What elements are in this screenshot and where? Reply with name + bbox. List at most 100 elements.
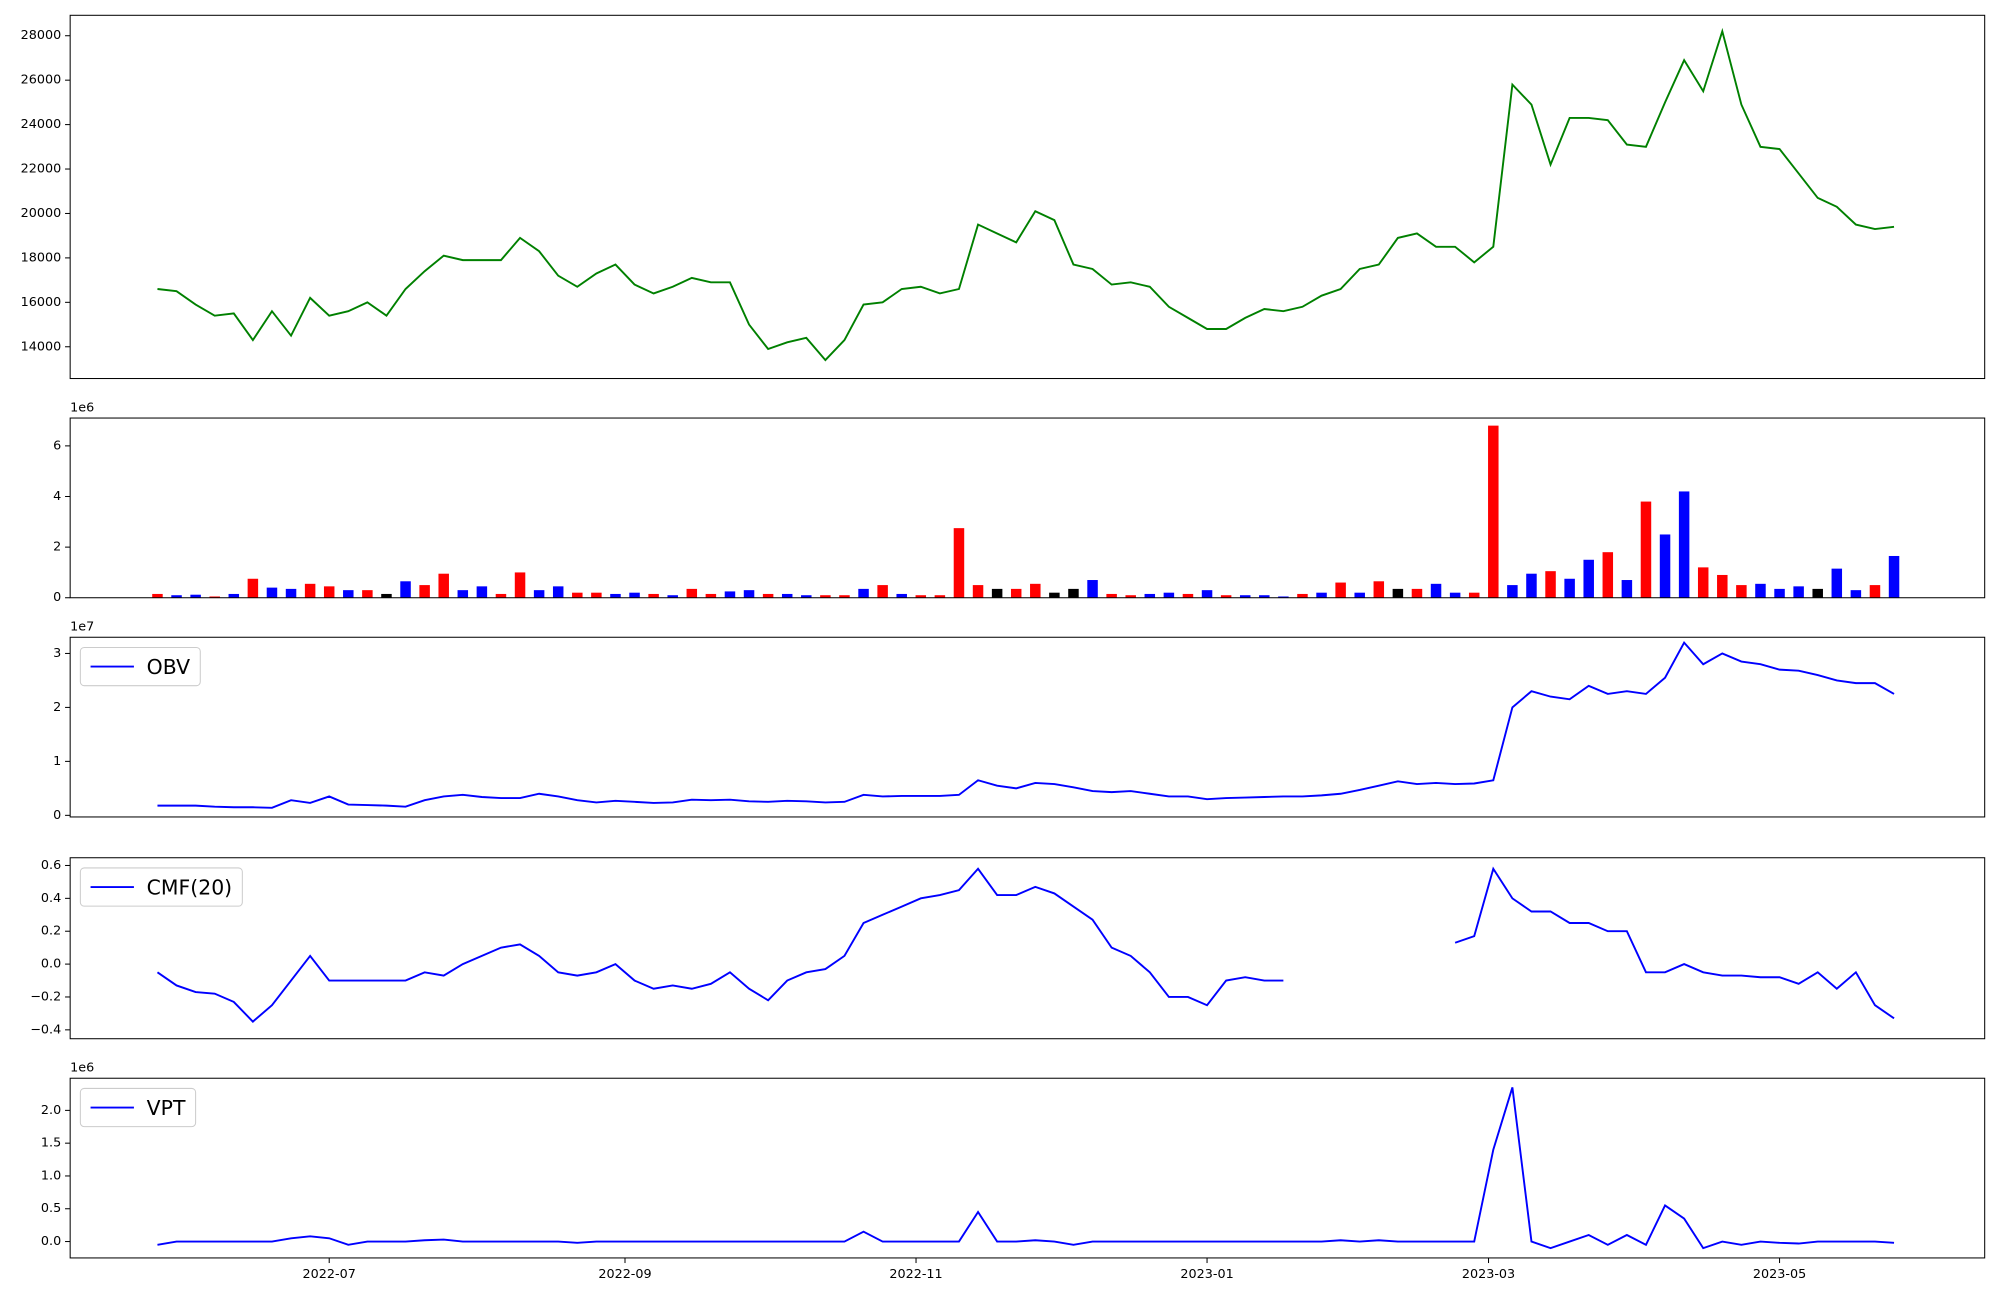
y-tick-label: 24000 bbox=[21, 117, 62, 132]
bar bbox=[1621, 580, 1633, 598]
legend-box bbox=[79, 646, 201, 687]
bar bbox=[1869, 585, 1881, 598]
bar bbox=[686, 588, 698, 598]
y-tick-label: 14000 bbox=[21, 339, 62, 354]
bar bbox=[781, 593, 793, 598]
y-tick-label: 2.0 bbox=[41, 1103, 61, 1118]
bar bbox=[228, 593, 240, 598]
bar bbox=[1697, 567, 1709, 598]
axis-offset-label: 1e6 bbox=[70, 1061, 94, 1076]
bar bbox=[877, 585, 888, 598]
bar bbox=[934, 595, 946, 598]
panel: 0 2 4 6 1e6 bbox=[53, 400, 1986, 605]
bar bbox=[495, 593, 507, 598]
bar bbox=[1411, 588, 1423, 598]
bar bbox=[724, 591, 736, 598]
bar bbox=[915, 595, 927, 598]
bar bbox=[1163, 592, 1175, 598]
x-tick-label: 2022-09 bbox=[598, 1267, 651, 1282]
bar bbox=[591, 592, 602, 598]
line bbox=[157, 640, 1895, 809]
y-tick-label: 3 bbox=[53, 646, 61, 661]
bar bbox=[400, 581, 411, 598]
x-tick-label: 2023-01 bbox=[1180, 1267, 1233, 1282]
y-tick-label: 2 bbox=[53, 540, 61, 555]
legend-box bbox=[79, 1087, 197, 1128]
bar bbox=[266, 587, 278, 598]
panel: 14000 16000 18000 20000 22000 24000 26000 28000 bbox=[21, 14, 1986, 380]
bar bbox=[896, 593, 907, 598]
y-tick-label: 26000 bbox=[21, 73, 62, 88]
bar bbox=[323, 586, 335, 598]
bar bbox=[1297, 593, 1308, 598]
panel: 0.0 0.5 1.0 1.5 2.0 1e6 2022-07 2022-09 2022-11 2… bbox=[41, 1061, 1986, 1282]
bar bbox=[1659, 534, 1671, 598]
y-tick-label: 22000 bbox=[21, 162, 62, 177]
y-tick-label: 0 bbox=[53, 590, 61, 605]
bar bbox=[610, 593, 621, 598]
bar bbox=[1850, 590, 1862, 598]
bar bbox=[1736, 585, 1747, 598]
y-tick-label: 1.5 bbox=[41, 1136, 61, 1151]
bar bbox=[839, 595, 850, 598]
bar bbox=[629, 592, 640, 598]
legend-box bbox=[79, 867, 243, 907]
bar bbox=[667, 595, 678, 598]
bar bbox=[972, 585, 984, 598]
bar bbox=[1545, 571, 1556, 598]
bar bbox=[457, 590, 469, 598]
bar bbox=[1125, 595, 1136, 598]
line bbox=[157, 27, 1895, 362]
line bbox=[157, 1087, 1895, 1250]
bar bbox=[743, 590, 755, 598]
bar bbox=[1812, 588, 1823, 598]
axes-frame bbox=[69, 857, 1986, 1040]
bar bbox=[343, 590, 354, 598]
bar bbox=[381, 593, 392, 598]
legend-label: OBV bbox=[147, 655, 190, 679]
axes-frame bbox=[69, 417, 1986, 599]
bar bbox=[1278, 596, 1289, 598]
bar bbox=[1449, 592, 1461, 598]
bar bbox=[171, 595, 182, 598]
y-tick-label: 0 bbox=[53, 808, 61, 823]
bar bbox=[1259, 595, 1270, 598]
y-tick-label: −0.4 bbox=[30, 1022, 61, 1037]
bar bbox=[190, 594, 201, 598]
y-tick-label: 6 bbox=[53, 438, 61, 453]
y-tick-label: 16000 bbox=[21, 295, 62, 310]
bar bbox=[1087, 580, 1098, 598]
bar bbox=[1182, 593, 1194, 598]
legend-label: VPT bbox=[147, 1096, 186, 1120]
y-tick-label: 20000 bbox=[21, 206, 62, 221]
bar bbox=[1316, 592, 1327, 598]
y-tick-label: 1 bbox=[53, 754, 61, 769]
panel: −0.4 −0.2 0.0 0.2 0.4 0.6 CMF(20) bbox=[30, 857, 1986, 1040]
bar bbox=[1678, 491, 1690, 598]
bar bbox=[1239, 595, 1251, 598]
bar bbox=[533, 590, 545, 598]
bar bbox=[1144, 593, 1156, 598]
bar bbox=[1717, 574, 1728, 598]
bar bbox=[1888, 555, 1900, 598]
bar bbox=[1831, 568, 1843, 598]
bar bbox=[1030, 583, 1041, 598]
line bbox=[156, 866, 1895, 1023]
bar bbox=[304, 583, 316, 598]
bar bbox=[1755, 583, 1766, 598]
legend-label: CMF(20) bbox=[147, 875, 232, 899]
bar bbox=[438, 573, 449, 598]
bar bbox=[705, 593, 717, 598]
bar bbox=[1106, 593, 1117, 598]
x-tick-label: 2022-07 bbox=[303, 1267, 356, 1282]
y-tick-label: 18000 bbox=[21, 250, 62, 265]
panel: 0 1 2 3 1e7 OBV bbox=[53, 620, 1986, 823]
bar bbox=[247, 578, 259, 598]
bar bbox=[648, 593, 659, 598]
bar bbox=[1068, 588, 1079, 598]
bar bbox=[552, 586, 564, 598]
x-tick-label: 2023-05 bbox=[1753, 1267, 1806, 1282]
bar bbox=[1335, 582, 1346, 598]
